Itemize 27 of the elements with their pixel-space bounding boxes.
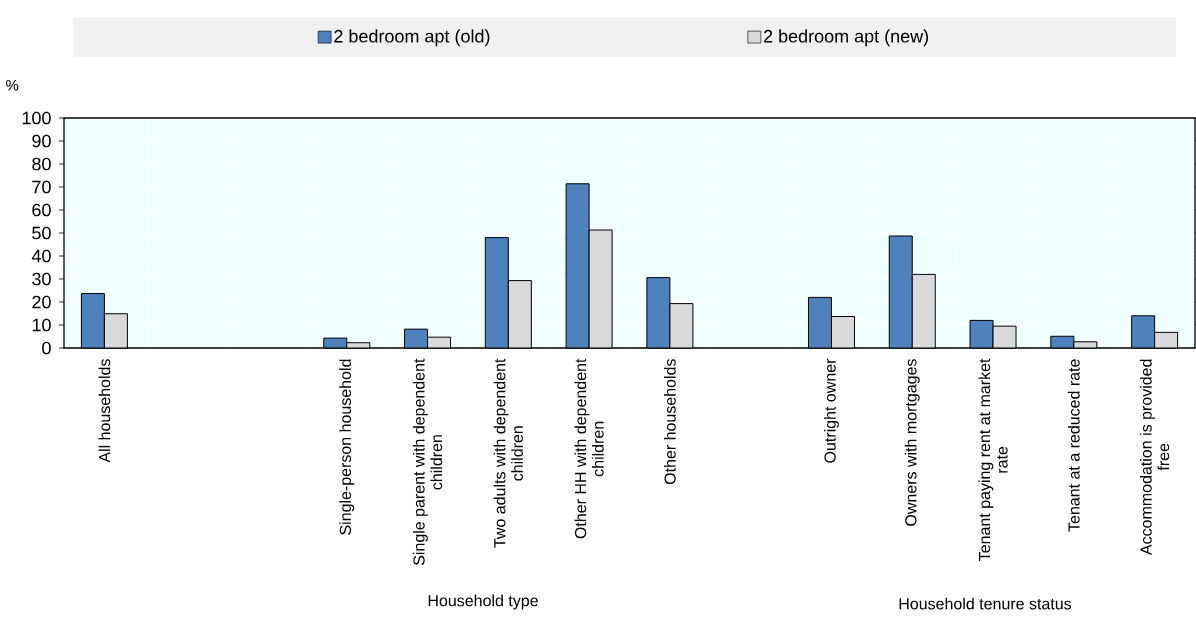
x-tick-label: Two adults with dependent children (493, 358, 523, 548)
y-axis-title: % (6, 79, 19, 91)
y-tick-label: 100 (22, 111, 51, 125)
y-tick-label: 70 (32, 180, 51, 194)
y-tick-label: 50 (32, 226, 51, 240)
x-tick-label: Other HH with dependent children (574, 358, 604, 539)
x-tick-label: Tenant at a reduced rate (1067, 359, 1080, 532)
y-tick-label: 80 (32, 157, 51, 171)
y-tick-label: 20 (32, 295, 51, 309)
x-tick-label: Single parent with dependent children (412, 358, 443, 566)
y-tick-label: 0 (42, 341, 51, 355)
x-tick-label: Tenant paying rent at market rate (978, 358, 1008, 561)
x-tick-label: Outright owner (824, 358, 839, 463)
y-tick-label: 90 (32, 134, 51, 148)
y-tick-label: 60 (32, 203, 51, 217)
x-tick-label: Other households (664, 359, 676, 485)
text: Household type (428, 594, 538, 610)
x-tick-label: Accommodation is provided free (1139, 359, 1170, 556)
x-tick-label: All households (98, 359, 111, 463)
y-tick-label: 40 (31, 249, 51, 263)
legend-label: 2 bedroom apt (old) (334, 29, 490, 47)
x-tick-label: Single-person household (339, 359, 355, 535)
text: Household tenure status (899, 597, 1072, 610)
y-tick-label: 30 (32, 272, 51, 286)
y-tick-label: 10 (32, 318, 51, 332)
x-tick-label: Owners with mortgages (904, 359, 920, 526)
legend-label: 2 bedroom apt (new) (764, 29, 929, 47)
